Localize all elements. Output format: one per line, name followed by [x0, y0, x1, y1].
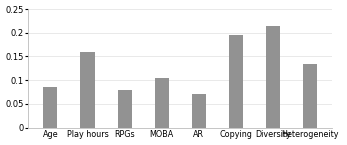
Bar [229, 35, 243, 128]
Bar [43, 87, 57, 128]
Bar [266, 26, 280, 128]
Bar [118, 90, 132, 128]
Bar [155, 78, 169, 128]
Bar [81, 52, 94, 128]
Bar [192, 94, 206, 128]
Bar [303, 64, 317, 128]
